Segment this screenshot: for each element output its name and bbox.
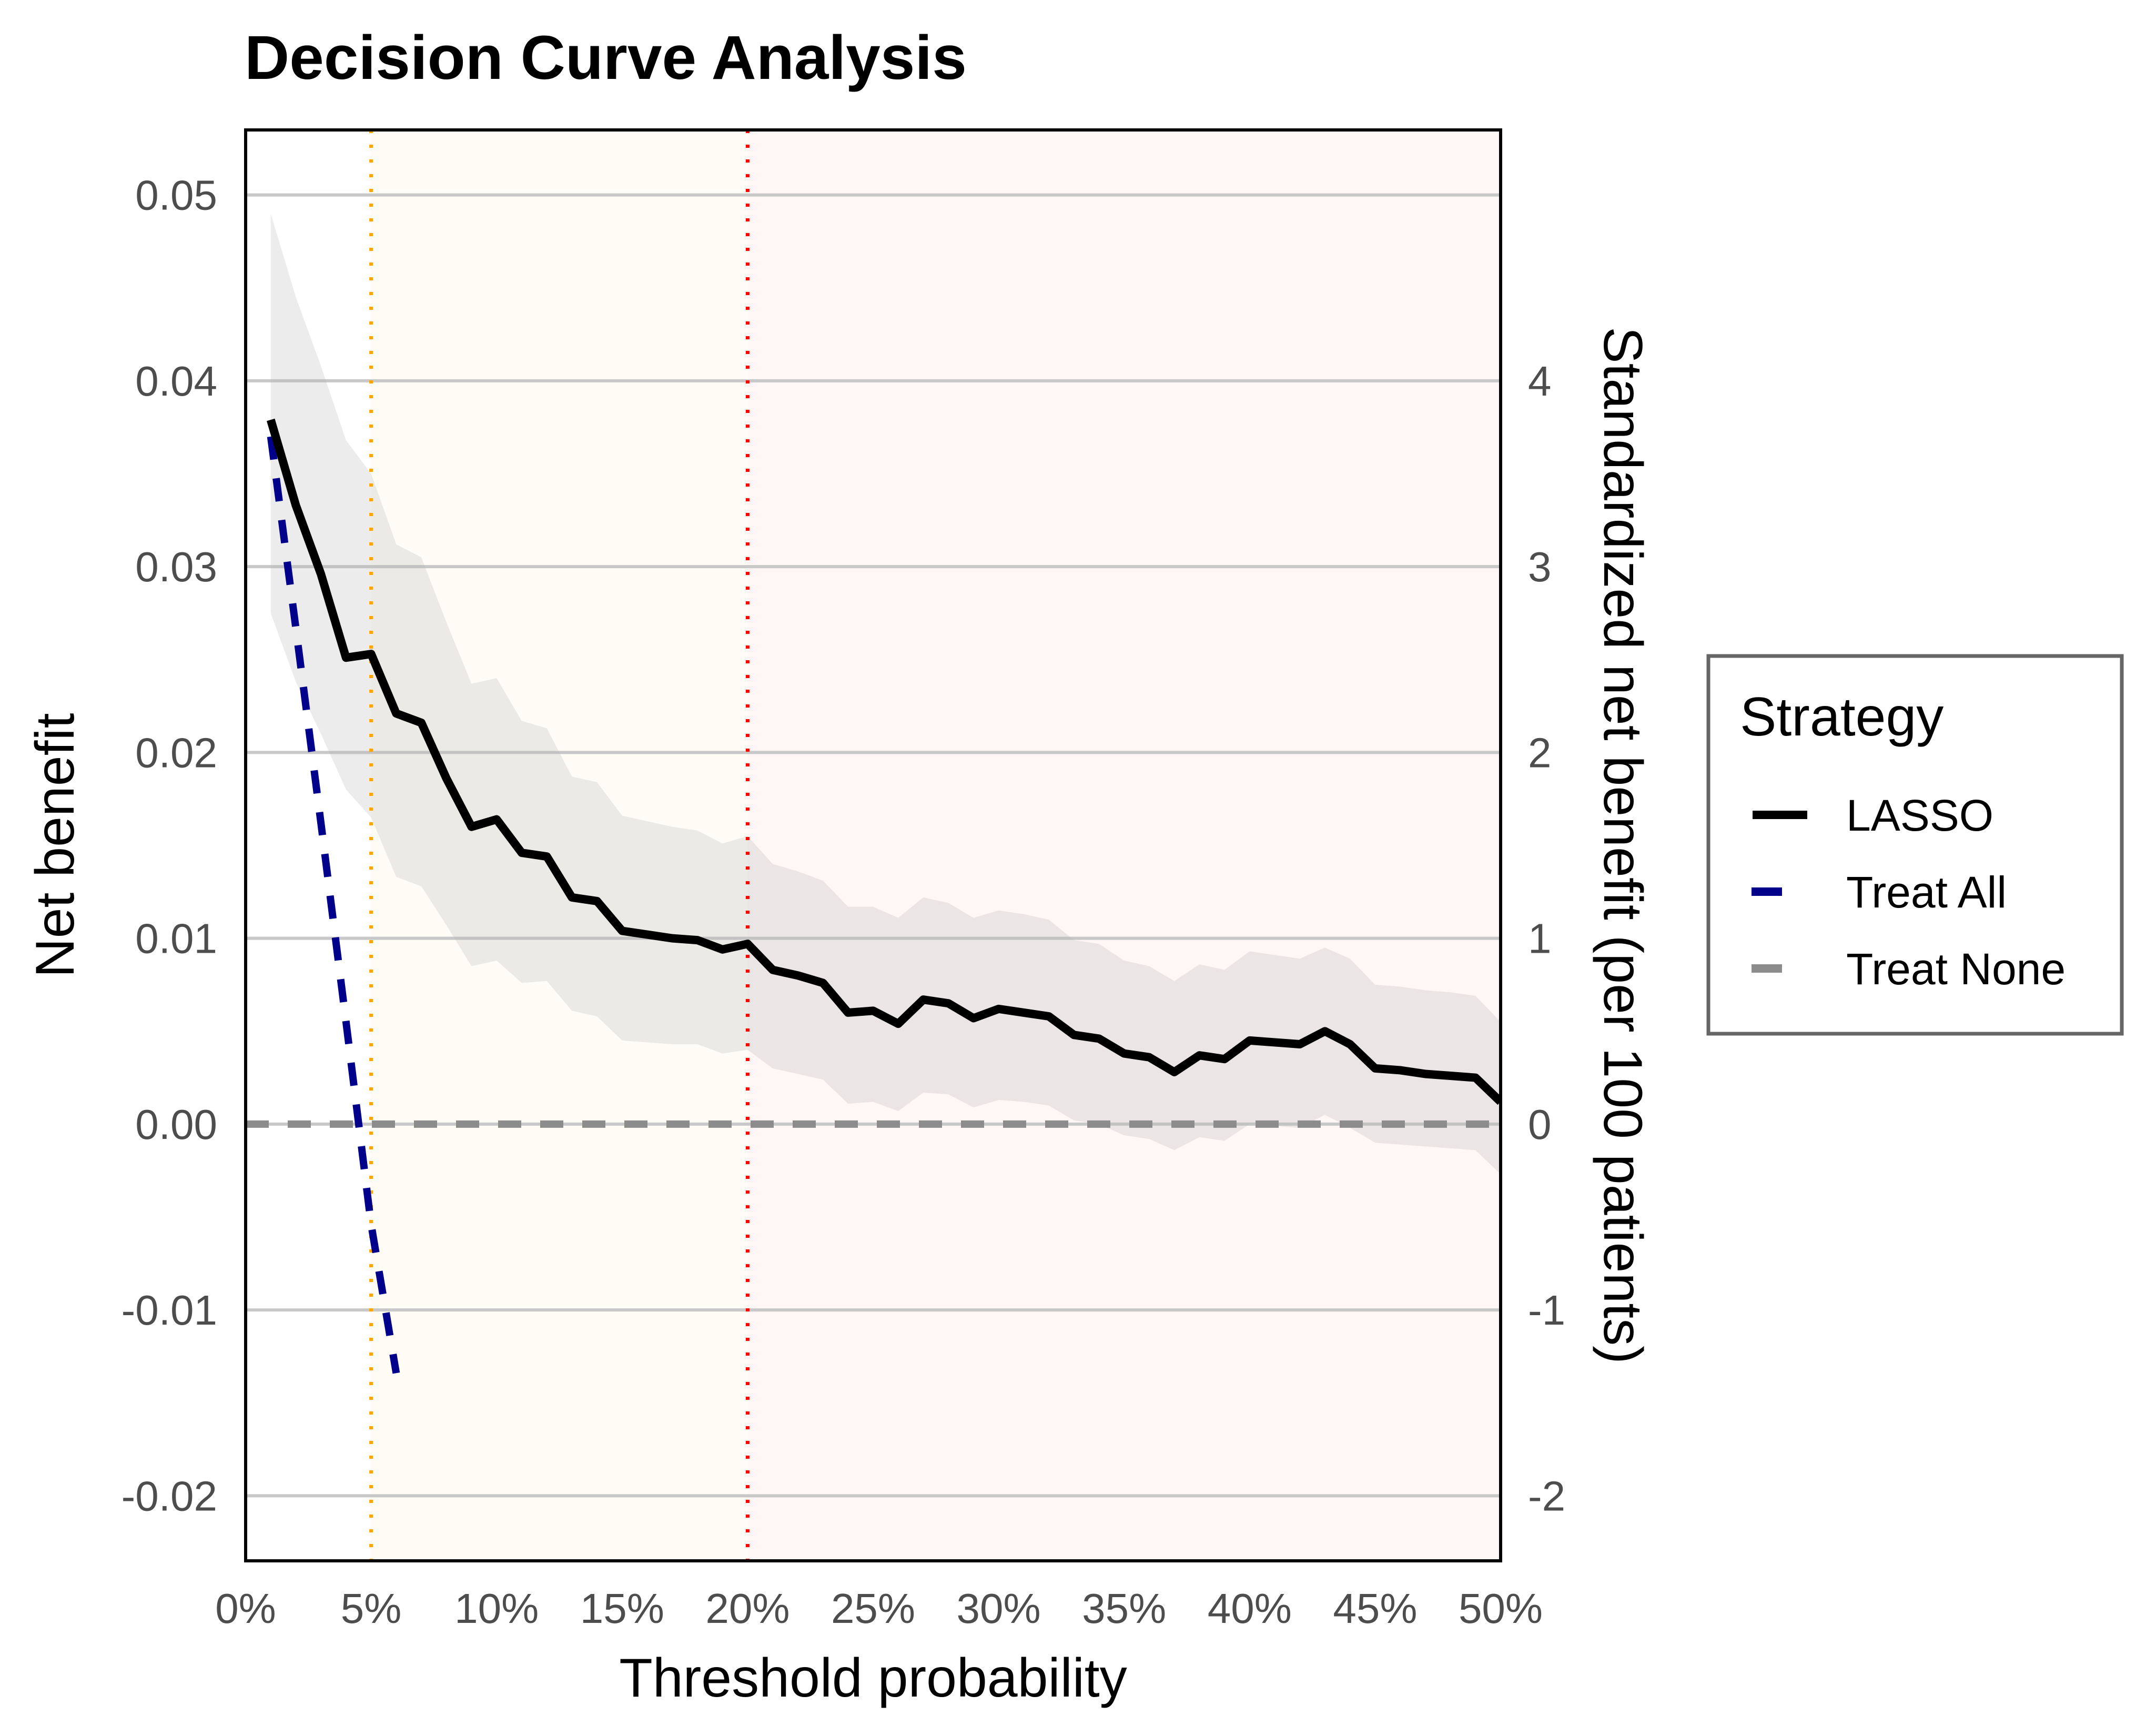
legend: Strategy LASSO Treat All Treat None xyxy=(1706,654,2124,1036)
confidence-band xyxy=(270,213,1501,1175)
y2-tick-label: 4 xyxy=(1528,358,1552,405)
shaded-region-1 xyxy=(371,130,748,1561)
y-tick-labels: -0.02 -0.01 0.00 0.01 0.02 0.03 0.04 0.05 xyxy=(122,172,217,1520)
x-tick-label: 0% xyxy=(215,1585,276,1632)
plot-border xyxy=(244,128,1502,1562)
gridlines xyxy=(246,193,1501,1498)
y2-tick-label: 3 xyxy=(1528,543,1552,590)
legend-label: Treat All xyxy=(1846,867,2007,917)
y-tick-label: -0.01 xyxy=(122,1287,217,1334)
x-tick-label: 30% xyxy=(957,1585,1041,1632)
x-tick-label: 5% xyxy=(341,1585,402,1632)
y-tick-label: 0.02 xyxy=(135,729,217,776)
series-layer xyxy=(246,418,1501,1374)
y-tick-label: 0.01 xyxy=(135,915,217,962)
y2-tick-label: 0 xyxy=(1528,1101,1552,1148)
y2-tick-label: -2 xyxy=(1528,1472,1565,1519)
legend-title: Strategy xyxy=(1740,687,1943,748)
y-tick-label: 0.00 xyxy=(135,1101,217,1148)
shaded-region-2 xyxy=(747,130,1501,1561)
y-tick-label: -0.02 xyxy=(122,1472,217,1519)
chart-title: Decision Curve Analysis xyxy=(245,23,967,93)
x-axis-title: Threshold probability xyxy=(619,1648,1127,1709)
y2-axis-title: Standardized net benefit (per 100 patien… xyxy=(1592,327,1653,1364)
y-tick-label: 0.03 xyxy=(135,543,217,590)
x-tick-label: 35% xyxy=(1082,1585,1166,1632)
series-line-lasso xyxy=(267,418,1501,1105)
x-tick-label: 10% xyxy=(454,1585,539,1632)
legend-label: LASSO xyxy=(1846,791,1993,840)
y2-tick-label: 2 xyxy=(1528,729,1552,776)
legend-label: Treat None xyxy=(1846,944,2066,994)
x-tick-label: 20% xyxy=(705,1585,789,1632)
confidence-band-layer xyxy=(270,213,1501,1175)
legend-item-treat-all: Treat All xyxy=(1752,867,2007,917)
x-tick-labels: 0% 5% 10% 15% 20% 25% 30% 35% 40% 45% 50% xyxy=(215,1585,1543,1632)
x-tick-label: 50% xyxy=(1459,1585,1543,1632)
legend-item-lasso: LASSO xyxy=(1753,791,1993,840)
y-axis-title: Net benefit xyxy=(25,713,86,977)
x-tick-label: 40% xyxy=(1208,1585,1292,1632)
shaded-regions xyxy=(371,130,1501,1561)
y-tick-label: 0.04 xyxy=(135,358,217,405)
legend-item-treat-none: Treat None xyxy=(1752,944,2066,994)
y2-tick-labels: -2 -1 0 1 2 3 4 xyxy=(1528,358,1565,1519)
y2-tick-label: -1 xyxy=(1528,1287,1565,1334)
legend-items: LASSO Treat All Treat None xyxy=(1752,791,2066,994)
y-tick-label: 0.05 xyxy=(135,172,217,219)
x-tick-label: 25% xyxy=(831,1585,915,1632)
reference-lines xyxy=(369,130,750,1561)
series-line-treat-all xyxy=(267,436,400,1374)
x-tick-label: 45% xyxy=(1333,1585,1417,1632)
x-tick-label: 15% xyxy=(580,1585,664,1632)
y2-tick-label: 1 xyxy=(1528,915,1552,962)
